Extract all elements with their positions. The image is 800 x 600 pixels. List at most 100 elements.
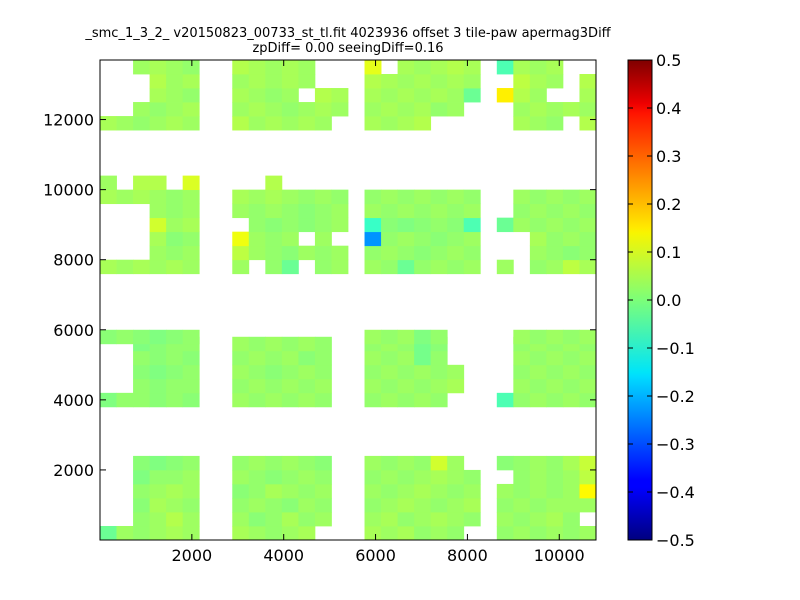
heatmap-cell <box>298 189 316 205</box>
heatmap-cell <box>447 378 465 394</box>
heatmap-cell <box>397 60 415 75</box>
heatmap-cell <box>248 116 266 131</box>
heatmap-cell <box>513 116 531 131</box>
heatmap-cell <box>463 511 481 527</box>
heatmap-cell <box>248 350 266 366</box>
heatmap-cell <box>513 60 531 75</box>
heatmap-cell <box>546 231 564 247</box>
heatmap-cell <box>529 525 547 541</box>
heatmap-cell <box>463 217 481 233</box>
heatmap-cell <box>116 189 134 205</box>
heatmap-cell <box>298 455 316 471</box>
heatmap-cell <box>513 455 531 471</box>
heatmap-cell <box>562 378 580 394</box>
heatmap-cell <box>182 259 200 275</box>
heatmap-cell <box>546 525 564 541</box>
heatmap-cell <box>248 102 266 117</box>
heatmap-cell <box>397 102 415 117</box>
heatmap-cell <box>397 329 415 345</box>
heatmap-cell <box>166 245 184 261</box>
heatmap-cell <box>447 231 465 247</box>
heatmap-cell <box>232 525 250 541</box>
heatmap-cell <box>529 102 547 117</box>
heatmap-cell <box>248 203 266 219</box>
heatmap-cell <box>579 259 597 275</box>
heatmap-cell <box>331 245 349 261</box>
heatmap-cell <box>579 525 597 541</box>
heatmap-cell <box>562 203 580 219</box>
heatmap-cell <box>149 245 167 261</box>
heatmap-cell <box>463 88 481 103</box>
heatmap-cell <box>298 511 316 527</box>
heatmap-cell <box>182 116 200 131</box>
heatmap-cell <box>364 455 382 471</box>
heatmap-cell <box>414 231 432 247</box>
heatmap-cell <box>513 392 531 408</box>
heatmap-cell <box>364 497 382 513</box>
heatmap-cell <box>397 88 415 103</box>
heatmap-cell <box>166 74 184 89</box>
heatmap-cell <box>579 245 597 261</box>
heatmap-cell <box>562 511 580 527</box>
heatmap-cell <box>281 455 299 471</box>
heatmap-cell <box>298 392 316 408</box>
heatmap-cell <box>513 102 531 117</box>
heatmap-cell <box>579 392 597 408</box>
heatmap-cell <box>546 469 564 485</box>
heatmap-cell <box>133 525 150 541</box>
heatmap-cell <box>579 497 597 513</box>
heatmap-cell <box>430 217 448 233</box>
heatmap-cell <box>248 245 266 261</box>
heatmap-cell <box>414 217 432 233</box>
heatmap-cell <box>232 392 250 408</box>
heatmap-cell <box>100 259 117 275</box>
heatmap-cell <box>414 483 432 499</box>
heatmap-cell <box>232 231 250 247</box>
colorbar-tick-label: 0.3 <box>656 147 681 166</box>
heatmap-cell <box>232 378 250 394</box>
heatmap-cell <box>430 483 448 499</box>
heatmap-cell <box>232 88 250 103</box>
heatmap-cell <box>314 497 332 513</box>
heatmap-cell <box>513 497 531 513</box>
heatmap-cell <box>149 511 167 527</box>
x-tick-label: 2000 <box>171 546 212 565</box>
heatmap-cell <box>414 525 432 541</box>
x-tick-label: 6000 <box>355 546 396 565</box>
heatmap-cell <box>281 189 299 205</box>
heatmap-cell <box>298 525 316 541</box>
heatmap-cell <box>298 378 316 394</box>
heatmap-cell <box>265 203 283 219</box>
colorbar-tick-label: −0.3 <box>656 435 695 454</box>
heatmap-cell <box>265 455 283 471</box>
heatmap-cell <box>265 231 283 247</box>
heatmap-cell <box>133 116 150 131</box>
heatmap-cell <box>232 74 250 89</box>
heatmap-cell <box>513 511 531 527</box>
heatmap-cell <box>496 217 514 233</box>
heatmap-cell <box>248 217 266 233</box>
heatmap-cell <box>496 511 514 527</box>
heatmap-cell <box>281 74 299 89</box>
heatmap-cell <box>314 231 332 247</box>
heatmap-cell <box>182 392 200 408</box>
heatmap-cell <box>265 102 283 117</box>
heatmap-cell <box>232 364 250 380</box>
heatmap-cell <box>430 231 448 247</box>
heatmap-cell <box>166 88 184 103</box>
heatmap-cell <box>397 511 415 527</box>
heatmap-cell <box>562 189 580 205</box>
heatmap-cell <box>381 350 398 366</box>
heatmap-cell <box>529 469 547 485</box>
heatmap-cell <box>281 88 299 103</box>
heatmap-cell <box>447 217 465 233</box>
y-tick-label: 4000 <box>53 391 94 410</box>
heatmap-cell <box>546 497 564 513</box>
heatmap-cell <box>463 483 481 499</box>
heatmap-cell <box>397 116 415 131</box>
heatmap-cell <box>133 350 150 366</box>
heatmap-cell <box>298 364 316 380</box>
heatmap-cell <box>496 483 514 499</box>
heatmap-cell <box>529 392 547 408</box>
heatmap-cell <box>364 392 382 408</box>
